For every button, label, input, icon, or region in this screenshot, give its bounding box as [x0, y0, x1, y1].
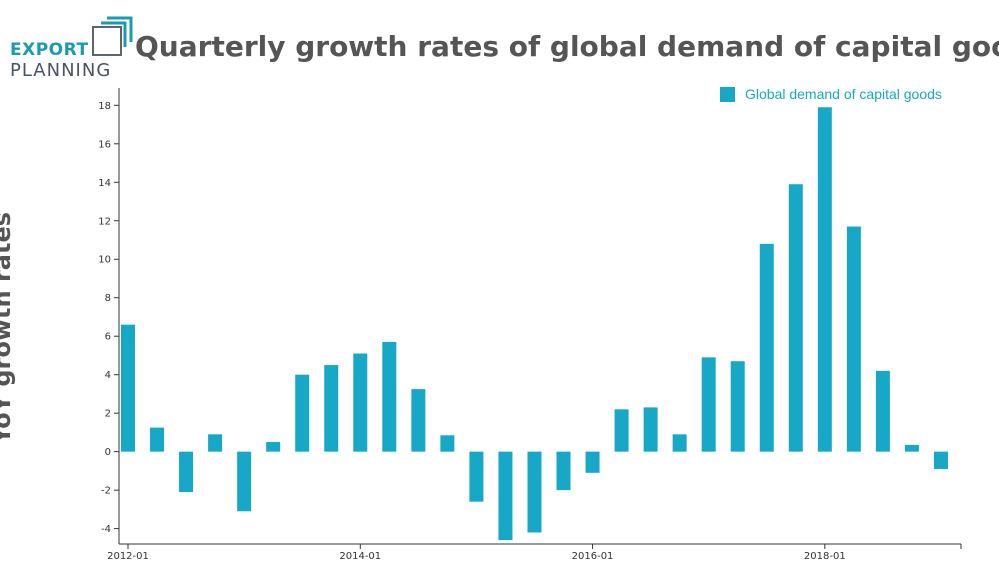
- bar-2014-04: [382, 341, 397, 452]
- legend-swatch: [720, 86, 735, 102]
- bar-2014-07: [411, 389, 426, 452]
- bar-2013-10: [324, 365, 339, 452]
- y-tick-10: 10: [98, 255, 119, 266]
- x-tick-label: 2014-01: [339, 551, 381, 562]
- y-tick-18: 18: [98, 101, 119, 112]
- y-tick-label: 16: [98, 139, 111, 150]
- y-tick--4: -4: [101, 524, 119, 535]
- bar-2012-07: [179, 451, 194, 493]
- y-tick-label: 2: [105, 409, 111, 420]
- y-tick--2: -2: [101, 486, 119, 497]
- y-axis: -4 -2 0 2 4 6 8 10 12 14 16 18: [98, 88, 120, 544]
- bar-2018-10: [904, 444, 919, 452]
- bar-2015-10: [556, 451, 571, 491]
- bar-2012-10: [208, 434, 223, 452]
- bar-2015-01: [469, 451, 484, 502]
- bar-2018-01: [817, 107, 832, 452]
- legend-label: Global demand of capital goods: [745, 86, 942, 102]
- bar-2013-04: [266, 442, 281, 452]
- bar-2015-04: [498, 451, 513, 541]
- bar-2015-07: [527, 451, 542, 533]
- bar-2017-10: [788, 184, 803, 452]
- y-tick-6: 6: [105, 332, 119, 343]
- bar-2017-07: [759, 243, 774, 452]
- x-tick-label: 2012-01: [107, 551, 149, 562]
- x-tick-2014-01: 2014-01: [339, 544, 381, 562]
- y-tick-label: -2: [101, 486, 111, 497]
- x-tick-2016-01: 2016-01: [572, 544, 614, 562]
- logo-text-planning: PLANNING: [10, 60, 112, 81]
- y-tick-label: 12: [98, 216, 111, 227]
- x-axis: 2012-01 2014-01 2016-01 2018-01: [107, 543, 962, 562]
- y-tick-12: 12: [98, 216, 119, 227]
- x-tick-2018-01: 2018-01: [804, 544, 846, 562]
- x-tick-label: 2018-01: [804, 551, 846, 562]
- y-tick-label: 14: [98, 178, 111, 189]
- bar-2018-07: [875, 370, 890, 452]
- bars-group: [121, 107, 948, 541]
- y-tick-2: 2: [105, 409, 119, 420]
- bar-2016-01: [585, 451, 600, 473]
- bar-2016-10: [672, 434, 687, 452]
- y-tick-8: 8: [105, 293, 119, 304]
- bar-2014-01: [353, 353, 368, 452]
- bar-2014-10: [440, 435, 455, 452]
- bar-2012-04: [150, 427, 165, 452]
- y-tick-label: 4: [105, 370, 111, 381]
- bar-2018-04: [846, 226, 861, 452]
- y-tick-label: -4: [101, 524, 111, 535]
- bar-2012-01: [121, 324, 135, 452]
- y-tick-16: 16: [98, 139, 119, 150]
- y-tick-label: 8: [105, 293, 111, 304]
- y-tick-label: 6: [105, 332, 111, 343]
- export-planning-logo: EXPORT PLANNING: [10, 16, 134, 82]
- bar-2016-07: [643, 407, 658, 452]
- x-tick-2012-01: 2012-01: [107, 544, 149, 562]
- bar-2013-01: [237, 451, 252, 512]
- y-tick-label: 18: [98, 101, 111, 112]
- logo-text-export: EXPORT: [10, 40, 89, 60]
- x-tick-label: 2016-01: [572, 551, 614, 562]
- legend: Global demand of capital goods: [720, 86, 942, 102]
- y-tick-0: 0: [105, 447, 119, 458]
- logo-mark-icon: [92, 16, 133, 56]
- y-tick-14: 14: [98, 178, 119, 189]
- bar-2017-01: [701, 357, 716, 452]
- y-tick-label: 10: [98, 255, 111, 266]
- bar-2019-01: [933, 451, 948, 469]
- bar-2017-04: [730, 361, 745, 452]
- bar-2016-04: [614, 409, 629, 452]
- y-tick-4: 4: [105, 370, 119, 381]
- chart-title: Quarterly growth rates of global demand …: [135, 30, 999, 63]
- bar-2013-07: [295, 374, 310, 452]
- y-tick-label: 0: [105, 447, 111, 458]
